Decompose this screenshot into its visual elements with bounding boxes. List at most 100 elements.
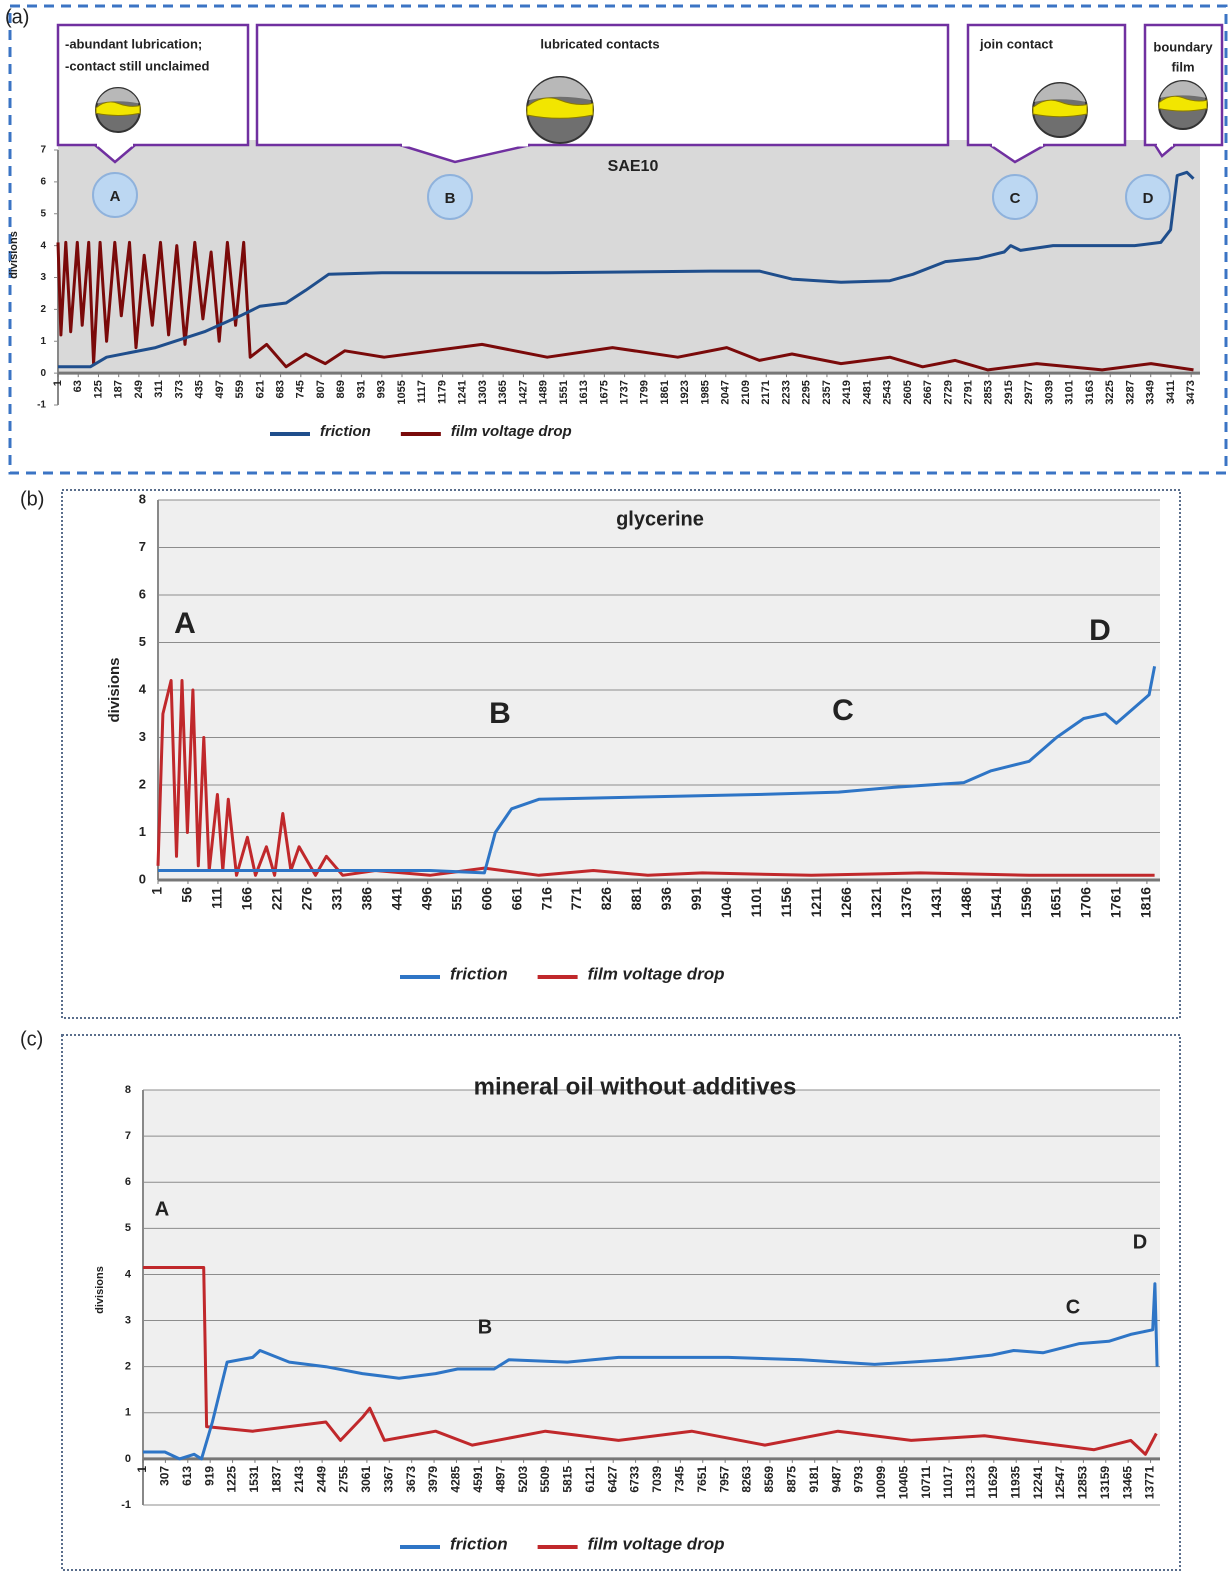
legend-label: friction (320, 423, 371, 440)
series-line (158, 666, 1157, 875)
x-tick-label: 1266 (838, 887, 854, 918)
x-tick-label: 11935 (1008, 1466, 1022, 1499)
marker-label: C (832, 694, 854, 727)
x-tick-label: 2915 (1003, 380, 1015, 404)
x-tick-label: 1541 (988, 887, 1004, 918)
x-tick-label: 307 (158, 1466, 172, 1486)
x-tick-label: 1706 (1078, 887, 1094, 918)
x-tick-label: 3287 (1124, 380, 1136, 404)
callout-text: join contact (979, 36, 1054, 51)
x-tick-label: 5815 (561, 1466, 575, 1493)
x-tick-label: 12241 (1031, 1466, 1045, 1500)
callout-box (255, 23, 950, 147)
series-line (156, 679, 1155, 877)
x-tick-label: 63 (72, 380, 84, 392)
x-tick-label: 661 (508, 887, 524, 911)
marker-label: B (445, 190, 456, 207)
y-tick-label: 7 (125, 1130, 131, 1142)
y-axis-label: divisions (106, 657, 123, 722)
x-tick-label: 249 (133, 380, 145, 398)
callout-text: film (1171, 59, 1194, 74)
marker-bubble (92, 172, 138, 218)
y-tick-label: 4 (40, 240, 46, 251)
marker-bubble (427, 174, 473, 220)
y-tick-label: 0 (139, 871, 146, 886)
contact-top (1160, 81, 1206, 98)
series-line (143, 1266, 1158, 1456)
x-tick-label: 7651 (695, 1466, 709, 1493)
marker-label: B (489, 697, 511, 730)
x-tick-label: 2109 (740, 380, 752, 404)
x-tick-label: 11017 (941, 1466, 955, 1499)
x-tick-label: 10711 (919, 1466, 933, 1499)
marker-label: D (1089, 614, 1111, 647)
panel-label: (c) (20, 1028, 43, 1050)
x-tick-label: 2481 (861, 380, 873, 404)
x-tick-label: 2295 (801, 380, 813, 404)
y-tick-label: -1 (37, 400, 46, 411)
legend-label: friction (450, 964, 508, 983)
y-tick-label: 1 (139, 824, 146, 839)
x-tick-label: 3061 (359, 1466, 373, 1493)
marker-label: B (478, 1316, 492, 1338)
x-tick-label: 4897 (493, 1466, 507, 1493)
x-tick-label: 1531 (247, 1466, 261, 1493)
callout-text: boundary (1153, 39, 1213, 54)
x-tick-label: 7039 (650, 1466, 664, 1493)
x-tick-label: 6733 (628, 1466, 642, 1493)
callout-text: lubricated contacts (540, 36, 659, 51)
x-tick-label: 1303 (477, 380, 489, 404)
x-tick-label: 1737 (619, 380, 631, 404)
x-tick-label: 2233 (780, 380, 792, 404)
chart-title: glycerine (616, 508, 704, 530)
x-tick-label: 1046 (718, 887, 734, 918)
y-tick-label: 6 (40, 177, 46, 188)
series-line (143, 1282, 1159, 1461)
x-tick-label: 13159 (1098, 1466, 1112, 1500)
x-tick-label: 1613 (578, 380, 590, 404)
x-tick-label: 496 (418, 887, 434, 911)
y-tick-label: 2 (125, 1361, 131, 1373)
marker-label: D (1133, 1231, 1147, 1253)
y-tick-label: 6 (139, 586, 146, 601)
y-tick-label: 8 (125, 1084, 131, 1096)
x-tick-label: 826 (598, 887, 614, 911)
series-line (58, 170, 1195, 369)
marker-label: C (1010, 190, 1021, 207)
callout-tail (989, 143, 1046, 164)
x-tick-label: 881 (628, 887, 644, 911)
y-tick-label: 0 (40, 368, 46, 379)
x-tick-label: 1117 (416, 380, 428, 403)
y-tick-label: 5 (139, 634, 146, 649)
chart-title: SAE10 (608, 158, 659, 175)
x-tick-label: 9793 (852, 1466, 866, 1493)
x-tick-label: 613 (180, 1466, 194, 1486)
x-tick-label: 497 (214, 380, 226, 398)
x-tick-label: 1985 (699, 380, 711, 404)
marker-label: A (110, 188, 121, 205)
x-tick-label: 1861 (659, 380, 671, 404)
y-tick-label: 6 (125, 1176, 131, 1188)
x-tick-label: 1651 (1048, 887, 1064, 918)
x-tick-label: 4591 (471, 1466, 485, 1493)
x-tick-label: 1551 (558, 380, 570, 404)
x-tick-label: 3163 (1084, 380, 1096, 404)
contact-top (97, 88, 139, 104)
x-tick-label: 3979 (426, 1466, 440, 1493)
x-tick-label: 3039 (1043, 380, 1055, 404)
x-tick-label: 606 (478, 887, 494, 911)
x-tick-label: 2853 (983, 380, 995, 404)
callout-tail (1153, 144, 1176, 158)
contact-film (1032, 99, 1088, 118)
x-tick-label: 2449 (314, 1466, 328, 1493)
x-tick-label: 991 (688, 887, 704, 911)
x-tick-label: 3101 (1064, 380, 1076, 404)
x-tick-label: 1225 (225, 1466, 239, 1493)
x-tick-label: 1321 (868, 887, 884, 918)
y-tick-label: 2 (40, 304, 46, 315)
x-tick-label: 125 (92, 380, 104, 398)
x-tick-label: 1241 (457, 380, 469, 404)
x-tick-label: 5203 (516, 1466, 530, 1493)
legend-label: film voltage drop (588, 964, 725, 983)
marker-bubble (1125, 174, 1171, 220)
